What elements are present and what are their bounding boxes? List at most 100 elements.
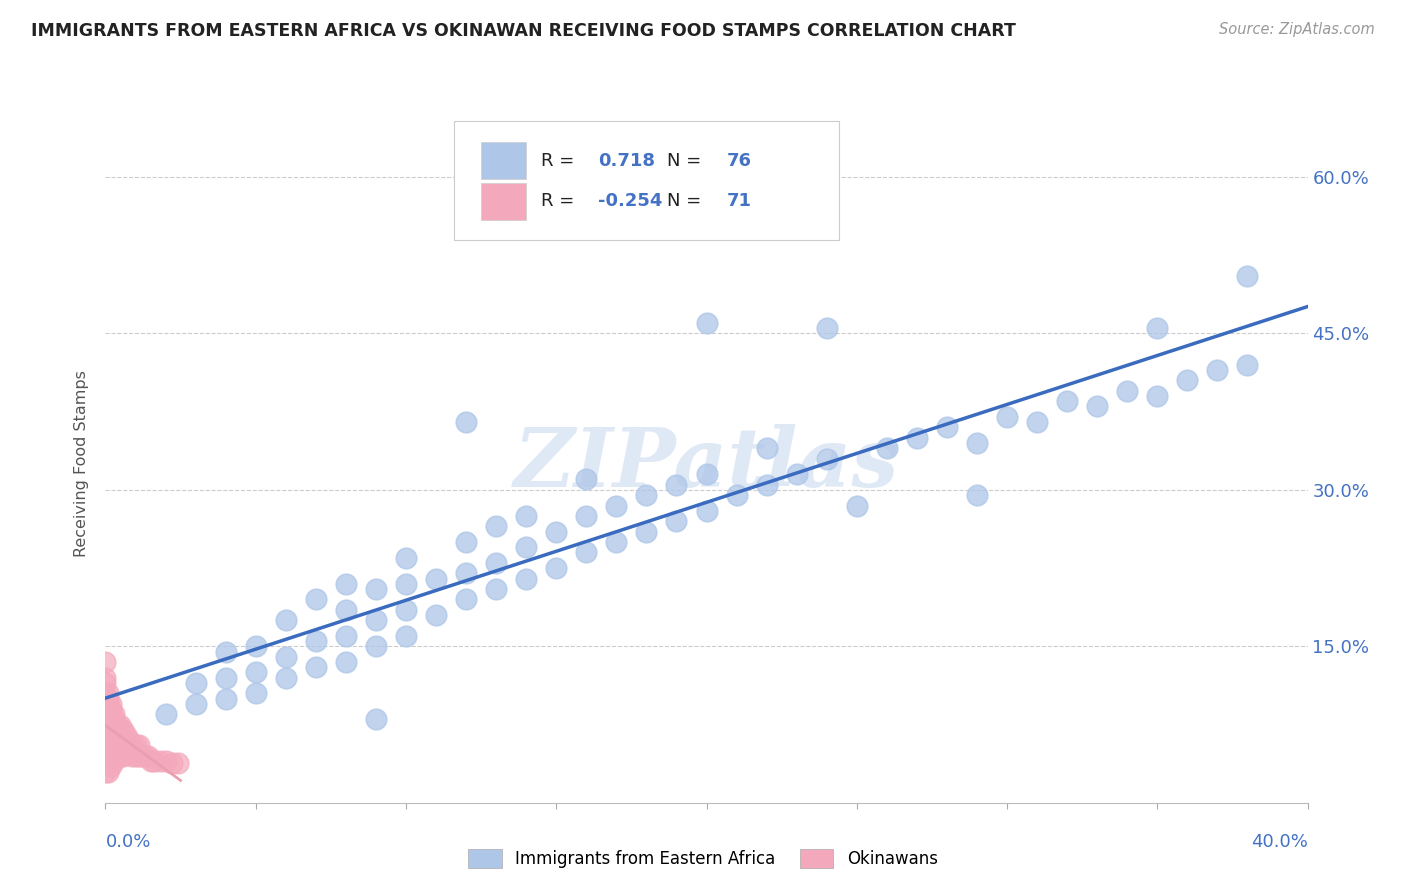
- Point: [1236, 269, 1258, 284]
- Point: [454, 566, 477, 581]
- Point: [395, 629, 418, 643]
- Point: [305, 660, 328, 674]
- Point: [131, 748, 153, 763]
- Point: [1146, 389, 1168, 403]
- Point: [515, 572, 537, 586]
- Point: [94, 717, 117, 731]
- Text: Source: ZipAtlas.com: Source: ZipAtlas.com: [1219, 22, 1375, 37]
- Point: [124, 748, 146, 763]
- Text: 71: 71: [727, 193, 752, 211]
- Point: [575, 545, 598, 559]
- Point: [1206, 363, 1229, 377]
- Point: [636, 488, 658, 502]
- Point: [124, 739, 146, 753]
- Text: N =: N =: [666, 152, 707, 169]
- Point: [110, 733, 132, 747]
- Point: [214, 671, 236, 685]
- Point: [966, 436, 988, 450]
- Point: [454, 592, 477, 607]
- Point: [139, 754, 162, 768]
- Text: N =: N =: [666, 193, 707, 211]
- Point: [274, 649, 297, 664]
- Point: [1026, 415, 1049, 429]
- Point: [1236, 358, 1258, 372]
- Bar: [481, 183, 526, 220]
- Point: [94, 748, 117, 763]
- Point: [97, 717, 120, 731]
- Point: [546, 561, 568, 575]
- Point: [364, 712, 387, 726]
- Point: [94, 697, 117, 711]
- Point: [305, 634, 328, 648]
- Point: [575, 508, 598, 523]
- Point: [696, 504, 718, 518]
- Point: [905, 431, 928, 445]
- Point: [305, 592, 328, 607]
- Point: [100, 744, 122, 758]
- Text: IMMIGRANTS FROM EASTERN AFRICA VS OKINAWAN RECEIVING FOOD STAMPS CORRELATION CHA: IMMIGRANTS FROM EASTERN AFRICA VS OKINAW…: [31, 22, 1015, 40]
- Point: [94, 686, 117, 700]
- Text: 40.0%: 40.0%: [1251, 833, 1308, 851]
- Point: [97, 733, 120, 747]
- Point: [364, 582, 387, 596]
- Point: [94, 655, 117, 669]
- Point: [110, 733, 132, 747]
- Point: [103, 712, 125, 726]
- Point: [485, 556, 508, 570]
- Point: [665, 477, 688, 491]
- Point: [184, 676, 207, 690]
- Point: [454, 535, 477, 549]
- Point: [605, 499, 627, 513]
- Point: [155, 754, 177, 768]
- Point: [128, 748, 150, 763]
- Point: [245, 665, 267, 680]
- Point: [515, 508, 537, 523]
- Point: [815, 321, 838, 335]
- Point: [103, 723, 125, 737]
- Point: [112, 723, 135, 737]
- Point: [876, 441, 898, 455]
- Point: [364, 640, 387, 654]
- Point: [112, 748, 135, 763]
- Point: [94, 764, 117, 779]
- Point: [110, 717, 132, 731]
- Point: [575, 473, 598, 487]
- Point: [100, 717, 122, 731]
- Point: [335, 655, 357, 669]
- Point: [335, 603, 357, 617]
- Point: [107, 739, 129, 753]
- Point: [97, 744, 120, 758]
- Text: 0.718: 0.718: [599, 152, 655, 169]
- Point: [100, 702, 122, 716]
- Point: [107, 748, 129, 763]
- Point: [107, 723, 129, 737]
- Point: [1085, 400, 1108, 414]
- Point: [115, 744, 138, 758]
- Point: [94, 671, 117, 685]
- Point: [184, 697, 207, 711]
- Point: [395, 550, 418, 565]
- Point: [665, 514, 688, 528]
- Point: [97, 686, 120, 700]
- Y-axis label: Receiving Food Stamps: Receiving Food Stamps: [75, 370, 90, 558]
- Point: [97, 712, 120, 726]
- Point: [245, 686, 267, 700]
- Point: [136, 748, 159, 763]
- Point: [115, 739, 138, 753]
- Text: R =: R =: [541, 193, 579, 211]
- Point: [485, 582, 508, 596]
- Point: [94, 733, 117, 747]
- Point: [100, 733, 122, 747]
- Point: [118, 744, 141, 758]
- Point: [142, 754, 165, 768]
- Text: -0.254: -0.254: [599, 193, 662, 211]
- Text: 0.0%: 0.0%: [105, 833, 150, 851]
- Point: [395, 603, 418, 617]
- Point: [1146, 321, 1168, 335]
- Point: [395, 576, 418, 591]
- Point: [128, 739, 150, 753]
- Point: [696, 467, 718, 482]
- Point: [725, 488, 748, 502]
- Point: [134, 748, 156, 763]
- Point: [100, 712, 122, 726]
